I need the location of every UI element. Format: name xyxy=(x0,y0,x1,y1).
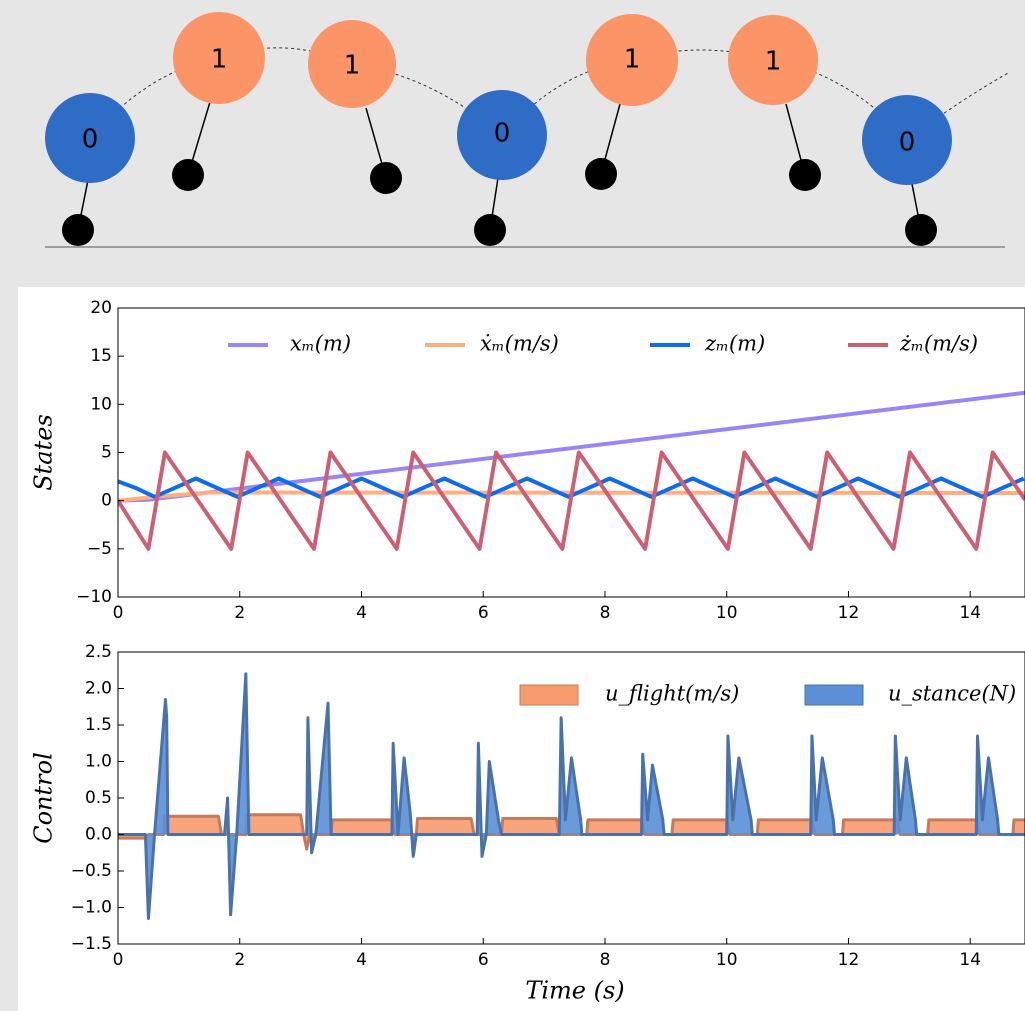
stance-body xyxy=(45,93,135,183)
plot-area xyxy=(118,672,1025,920)
legend-swatch xyxy=(519,684,579,706)
y-tick-label: −0.5 xyxy=(71,861,112,881)
stance-body xyxy=(457,90,547,180)
y-tick-label: 1.5 xyxy=(85,715,112,735)
y-tick-label: −10 xyxy=(76,587,112,607)
y-axis-title: Control xyxy=(30,752,58,844)
x-tick-label: 12 xyxy=(838,603,860,623)
y-tick-label: 20 xyxy=(90,298,112,318)
foot xyxy=(789,159,821,191)
x-tick-label: 0 xyxy=(113,603,124,623)
x-tick-label: 0 xyxy=(113,950,124,970)
y-tick-label: 1.0 xyxy=(85,752,112,772)
series-line xyxy=(118,476,1025,499)
node-label: 1 xyxy=(765,47,782,77)
area-edge xyxy=(118,672,1025,920)
y-axis-title: States xyxy=(30,414,58,491)
legend-label: zₘ(m) xyxy=(704,332,765,356)
foot xyxy=(585,158,617,190)
series-line xyxy=(118,490,1025,503)
y-tick-label: 15 xyxy=(90,346,112,366)
x-tick-label: 6 xyxy=(478,603,489,623)
node-label: 0 xyxy=(494,119,511,149)
x-tick-label: 2 xyxy=(234,603,245,623)
chart-panel xyxy=(18,287,1025,1011)
flight-body xyxy=(308,20,396,108)
area-fill xyxy=(118,814,1025,850)
legend-label: żₘ(m/s) xyxy=(899,332,978,356)
x-tick-label: 10 xyxy=(716,950,738,970)
legend-label: xₘ(m) xyxy=(290,332,351,356)
legend-label: ẋₘ(m/s) xyxy=(480,332,559,356)
x-tick-label: 8 xyxy=(600,603,611,623)
flight-body xyxy=(728,15,818,105)
x-tick-label: 14 xyxy=(959,950,981,970)
y-tick-label: −1.5 xyxy=(71,934,112,954)
feet xyxy=(62,158,937,246)
legend-label: u_flight(m/s) xyxy=(605,682,739,706)
y-tick-label: 5 xyxy=(101,443,112,463)
x-tick-label: 10 xyxy=(716,603,738,623)
y-tick-label: 0 xyxy=(101,491,112,511)
area-fill xyxy=(118,673,1025,919)
legend-swatch xyxy=(804,684,864,706)
foot xyxy=(370,162,402,194)
x-tick-label: 8 xyxy=(600,950,611,970)
x-tick-label: 12 xyxy=(838,950,860,970)
plot-area xyxy=(118,390,1025,551)
x-tick-label: 2 xyxy=(234,950,245,970)
x-axis-title: Time (s) xyxy=(525,977,624,1005)
node-label: 0 xyxy=(899,128,916,158)
foot xyxy=(474,214,506,246)
y-tick-label: 0.0 xyxy=(85,825,112,845)
y-tick-label: 0.5 xyxy=(85,788,112,808)
y-tick-label: −1.0 xyxy=(71,898,112,918)
x-tick-label: 6 xyxy=(478,950,489,970)
foot xyxy=(62,214,94,246)
node-label: 1 xyxy=(624,45,641,75)
foot xyxy=(905,214,937,246)
x-tick-label: 4 xyxy=(356,603,367,623)
y-tick-label: −5 xyxy=(87,539,112,559)
y-tick-label: 2.0 xyxy=(85,679,112,699)
node-label: 0 xyxy=(82,125,99,155)
x-tick-label: 14 xyxy=(959,603,981,623)
y-tick-label: 2.5 xyxy=(85,642,112,662)
legend-label: u_stance(N) xyxy=(888,682,1016,706)
stance-body xyxy=(862,95,952,185)
flight-body xyxy=(173,12,265,104)
y-tick-label: 10 xyxy=(90,394,112,414)
hopping-diagram: 0 1 1 0 1 1 0 xyxy=(45,12,1011,248)
node-label: 1 xyxy=(344,51,361,81)
series-line xyxy=(118,450,1025,551)
node-label: 1 xyxy=(211,45,228,75)
chart: −10 −5 0 5 10 15 20 0 2 4 6 8 10 12 14 States xₘ(m) ẋₘ(m/… xyxy=(30,298,1025,623)
flight-body xyxy=(586,14,678,106)
x-tick-label: 4 xyxy=(356,950,367,970)
foot xyxy=(172,159,204,191)
chart: −1.5 −1.0 −0.5 0.0 0.5 1.0 1.5 2.0 2.5 0 2 4 6 8 10 12 1… xyxy=(30,642,1025,1005)
